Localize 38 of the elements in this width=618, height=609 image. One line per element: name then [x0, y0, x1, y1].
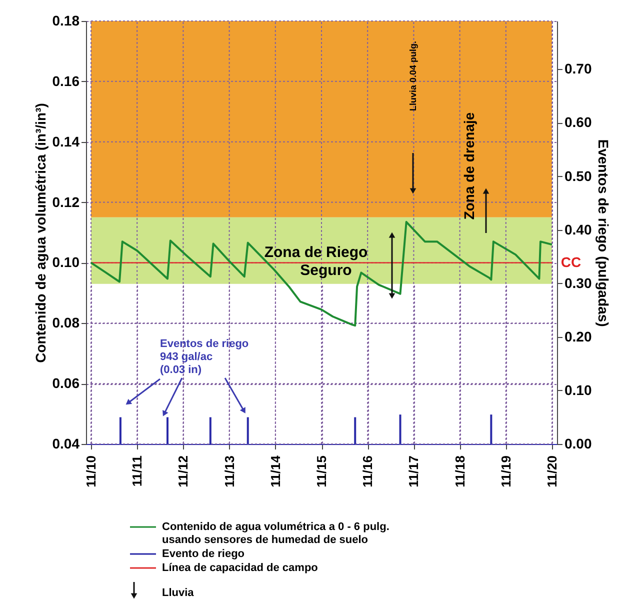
y-tick-label: 0.16 [52, 72, 80, 89]
y2-tick-label: 0.40 [564, 221, 592, 238]
y-tick-label: 0.14 [52, 133, 80, 150]
x-tick-label: 11/12 [176, 456, 191, 488]
x-tick-label: 11/17 [406, 456, 422, 488]
x-tick-label: 11/15 [314, 456, 329, 488]
y2-tick-label: 0.50 [564, 168, 592, 184]
legend-label: Contenido de agua volumétrica a 0 - 6 pulg. usando sensores de humedad de suelo [162, 521, 390, 546]
y-tick-label: 0.06 [52, 375, 80, 392]
y-tick-label: 0.08 [52, 314, 80, 331]
band-label: Zona de drenaje [461, 112, 477, 220]
annotation: Eventos de riego 943 gal/ac (0.03 in) [160, 338, 249, 376]
x-tick-label: 11/10 [84, 456, 98, 488]
y2-tick-label: 0.20 [564, 328, 592, 344]
text: Lluvia [162, 587, 195, 599]
y2-tick-label: 0.70 [564, 60, 592, 77]
y2-axis-title: Eventos de riego (pulgadas) [596, 139, 612, 327]
y-tick-label: 0.18 [52, 12, 80, 28]
y-tick-label: 0.10 [52, 254, 80, 270]
y2-tick-label: 0.60 [564, 114, 592, 130]
legend-label: Línea de capacidad de campo [162, 562, 318, 574]
band-label: Zona de Riego Seguro [264, 244, 368, 279]
y-axis-title: Contenido de agua volumétrica (in³/in³) [32, 103, 48, 363]
y2-tick-label: 0.00 [564, 436, 592, 452]
text: CC [560, 254, 582, 270]
y2-tick-label: 0.10 [564, 382, 592, 398]
annotation: Lluvia 0.04 pulg. [408, 40, 418, 112]
x-tick-label: 11/11 [130, 456, 145, 487]
y-tick-label: 0.04 [52, 436, 80, 452]
x-tick-label: 11/19 [498, 456, 514, 488]
y-tick-label: 0.12 [52, 194, 80, 210]
legend-label: Evento de riego [162, 548, 245, 560]
x-tick-label: 11/13 [222, 456, 237, 488]
x-tick-label: 11/20 [544, 456, 560, 488]
x-tick-label: 11/16 [360, 456, 376, 488]
x-tick-label: 11/14 [268, 454, 283, 488]
y2-tick-label: 0.30 [564, 274, 592, 291]
x-tick-label: 11/18 [452, 456, 468, 488]
